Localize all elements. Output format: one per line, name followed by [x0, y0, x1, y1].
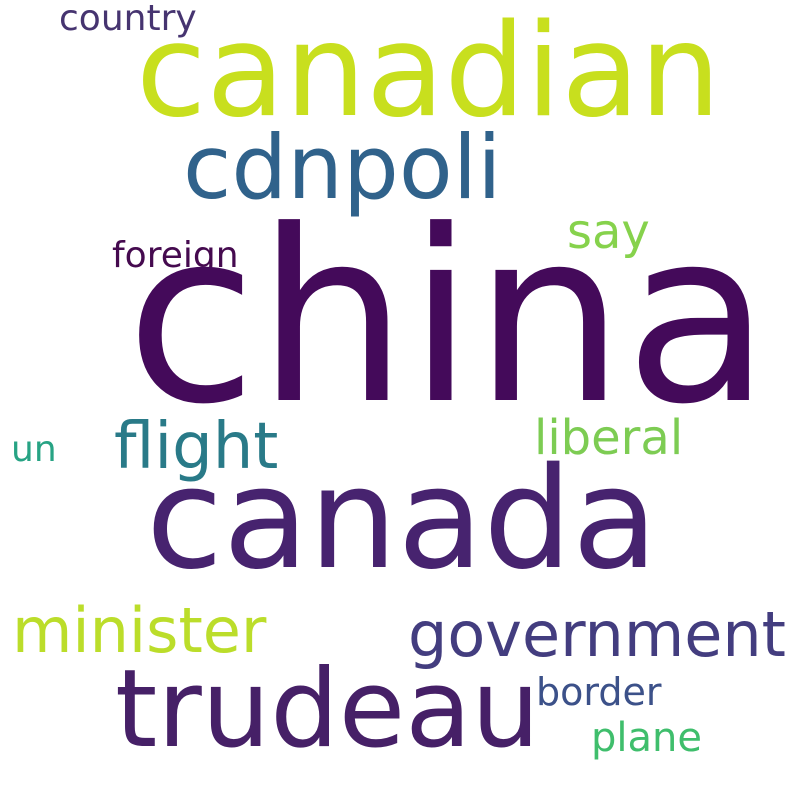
- word-cdnpoli: cdnpoli: [183, 116, 502, 219]
- word-minister: minister: [12, 594, 267, 667]
- word-foreign: foreign: [112, 235, 239, 276]
- word-china: china: [126, 180, 771, 457]
- word-trudeau: trudeau: [115, 647, 540, 772]
- word-un: un: [11, 429, 57, 470]
- word-plane: plane: [591, 715, 702, 761]
- word-canadian: canadian: [136, 0, 721, 146]
- word-government: government: [408, 598, 786, 671]
- word-flight: flight: [114, 410, 279, 484]
- word-country: country: [59, 0, 197, 39]
- word-border: border: [536, 670, 662, 714]
- word-canada: canada: [146, 438, 658, 601]
- word-say: say: [567, 204, 650, 260]
- word-liberal: liberal: [534, 410, 684, 466]
